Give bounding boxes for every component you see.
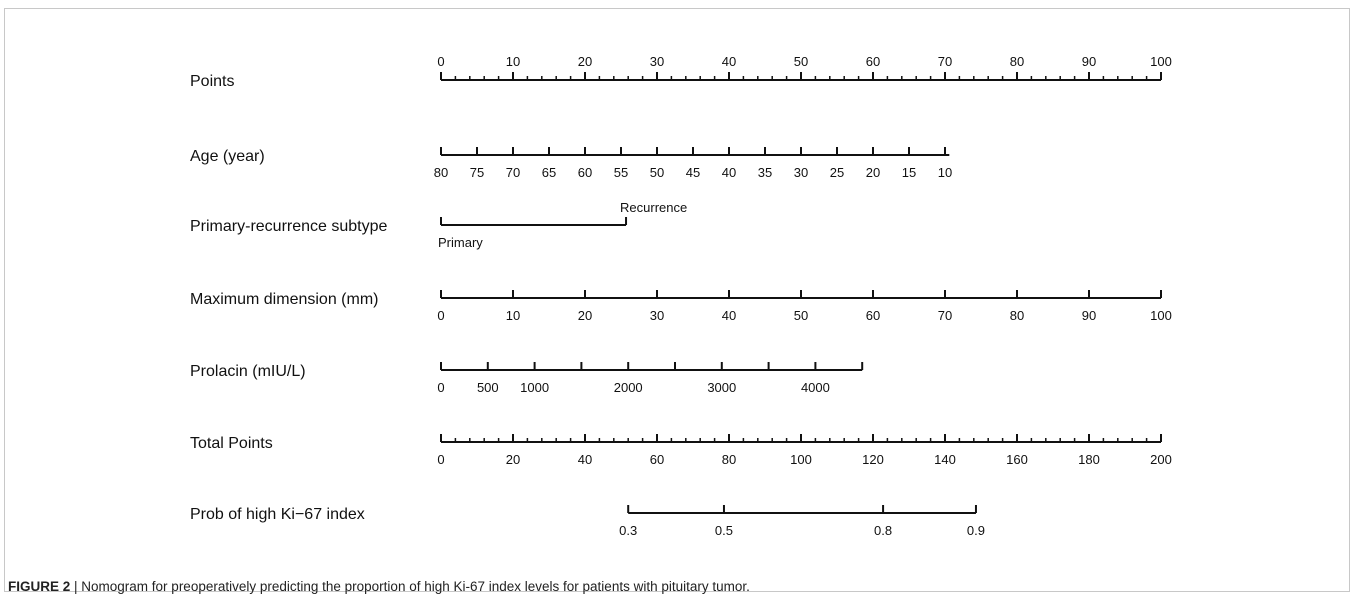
tick-label-prob-of-high-ki-67-index: 0.8 — [874, 523, 892, 538]
tick-label-maximum-dimension-mm: 90 — [1082, 308, 1096, 323]
row-label-age-year: Age (year) — [190, 148, 265, 165]
tick-label-prolacin-miu-l: 1000 — [520, 380, 549, 395]
row-label-total-points: Total Points — [190, 435, 273, 452]
tick-label-maximum-dimension-mm: 10 — [506, 308, 520, 323]
tick-label-points: 20 — [578, 54, 592, 69]
tick-label-age-year: 55 — [614, 165, 628, 180]
tick-label-age-year: 25 — [830, 165, 844, 180]
tick-label-prolacin-miu-l: 2000 — [614, 380, 643, 395]
tick-label-points: 30 — [650, 54, 664, 69]
figure-frame — [4, 8, 1350, 592]
tick-label-age-year: 45 — [686, 165, 700, 180]
figure-label: FIGURE 2 — [8, 579, 71, 594]
tick-label-points: 50 — [794, 54, 808, 69]
tick-label-total-points: 160 — [1006, 452, 1028, 467]
tick-label-maximum-dimension-mm: 40 — [722, 308, 736, 323]
tick-label-total-points: 100 — [790, 452, 812, 467]
row-label-maximum-dimension-mm: Maximum dimension (mm) — [190, 291, 378, 308]
tick-label-points: 90 — [1082, 54, 1096, 69]
tick-label-age-year: 15 — [902, 165, 916, 180]
tick-label-total-points: 120 — [862, 452, 884, 467]
tick-label-total-points: 40 — [578, 452, 592, 467]
tick-label-age-year: 20 — [866, 165, 880, 180]
tick-label-points: 80 — [1010, 54, 1024, 69]
tick-label-age-year: 65 — [542, 165, 556, 180]
tick-label-maximum-dimension-mm: 20 — [578, 308, 592, 323]
tick-label-maximum-dimension-mm: 30 — [650, 308, 664, 323]
tick-label-age-year: 30 — [794, 165, 808, 180]
tick-label-points: 40 — [722, 54, 736, 69]
tick-label-points: 70 — [938, 54, 952, 69]
row-label-prolacin-miu-l: Prolacin (mIU/L) — [190, 363, 306, 380]
figure-caption: FIGURE 2 | Nomogram for preoperatively p… — [8, 579, 750, 594]
tick-label-prob-of-high-ki-67-index: 0.3 — [619, 523, 637, 538]
row-label-points: Points — [190, 73, 234, 90]
tick-label-maximum-dimension-mm: 70 — [938, 308, 952, 323]
tick-label-total-points: 80 — [722, 452, 736, 467]
tick-label-age-year: 50 — [650, 165, 664, 180]
row-label-prob-of-high-ki-67-index: Prob of high Ki−67 index — [190, 506, 365, 523]
tick-label-total-points: 200 — [1150, 452, 1172, 467]
tick-label-prolacin-miu-l: 4000 — [801, 380, 830, 395]
tick-label-points: 60 — [866, 54, 880, 69]
tick-label-maximum-dimension-mm: 100 — [1150, 308, 1172, 323]
tick-label-maximum-dimension-mm: 50 — [794, 308, 808, 323]
tick-label-age-year: 10 — [938, 165, 952, 180]
tick-label-primary-recurrence-subtype: Primary — [438, 235, 483, 250]
tick-label-age-year: 70 — [506, 165, 520, 180]
tick-label-age-year: 75 — [470, 165, 484, 180]
tick-label-prob-of-high-ki-67-index: 0.5 — [715, 523, 733, 538]
tick-label-age-year: 80 — [434, 165, 448, 180]
tick-label-points: 0 — [437, 54, 444, 69]
tick-label-total-points: 60 — [650, 452, 664, 467]
tick-label-age-year: 60 — [578, 165, 592, 180]
row-label-primary-recurrence-subtype: Primary-recurrence subtype — [190, 218, 388, 235]
tick-label-maximum-dimension-mm: 80 — [1010, 308, 1024, 323]
tick-label-prolacin-miu-l: 500 — [477, 380, 499, 395]
tick-label-total-points: 20 — [506, 452, 520, 467]
caption-text: Nomogram for preoperatively predicting t… — [81, 579, 750, 594]
tick-label-age-year: 35 — [758, 165, 772, 180]
tick-label-maximum-dimension-mm: 0 — [437, 308, 444, 323]
tick-label-age-year: 40 — [722, 165, 736, 180]
tick-label-total-points: 140 — [934, 452, 956, 467]
tick-label-primary-recurrence-subtype: Recurrence — [620, 200, 687, 215]
tick-label-total-points: 180 — [1078, 452, 1100, 467]
tick-label-prolacin-miu-l: 0 — [437, 380, 444, 395]
tick-label-prolacin-miu-l: 3000 — [707, 380, 736, 395]
tick-label-maximum-dimension-mm: 60 — [866, 308, 880, 323]
caption-separator: | — [70, 579, 82, 594]
tick-label-total-points: 0 — [437, 452, 444, 467]
tick-label-points: 10 — [506, 54, 520, 69]
tick-label-prob-of-high-ki-67-index: 0.9 — [967, 523, 985, 538]
tick-label-points: 100 — [1150, 54, 1172, 69]
